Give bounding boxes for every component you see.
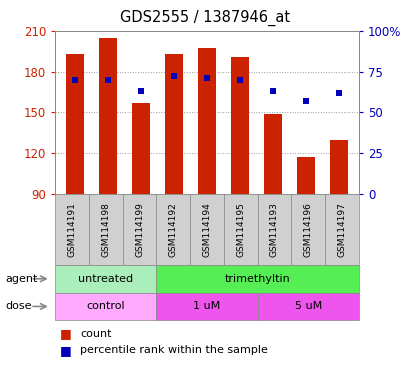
Bar xyxy=(156,293,257,320)
Bar xyxy=(291,194,324,265)
Text: 5 uM: 5 uM xyxy=(294,301,321,311)
Text: trimethyltin: trimethyltin xyxy=(224,274,290,284)
Text: GSM114196: GSM114196 xyxy=(303,202,312,257)
Text: dose: dose xyxy=(5,301,31,311)
Bar xyxy=(198,48,216,194)
Text: percentile rank within the sample: percentile rank within the sample xyxy=(80,345,267,355)
Text: GSM114195: GSM114195 xyxy=(236,202,245,257)
Text: GDS2555 / 1387946_at: GDS2555 / 1387946_at xyxy=(120,10,289,26)
Bar xyxy=(263,114,281,194)
Text: GSM114192: GSM114192 xyxy=(169,202,178,257)
Bar xyxy=(132,103,150,194)
Bar xyxy=(230,56,249,194)
Bar xyxy=(296,157,314,194)
Text: GSM114191: GSM114191 xyxy=(67,202,76,257)
Bar xyxy=(156,194,190,265)
Text: GSM114197: GSM114197 xyxy=(337,202,346,257)
Bar xyxy=(122,194,156,265)
Text: ■: ■ xyxy=(59,327,71,340)
Bar xyxy=(55,293,156,320)
Bar xyxy=(66,54,84,194)
Text: control: control xyxy=(86,301,125,311)
Bar xyxy=(257,293,358,320)
Text: GSM114199: GSM114199 xyxy=(135,202,144,257)
Text: 1 uM: 1 uM xyxy=(193,301,220,311)
Bar xyxy=(329,139,347,194)
Text: agent: agent xyxy=(5,274,37,284)
Bar xyxy=(89,194,122,265)
Bar xyxy=(324,194,358,265)
Bar xyxy=(223,194,257,265)
Bar xyxy=(190,194,223,265)
Bar xyxy=(55,265,156,293)
Bar xyxy=(99,38,117,194)
Text: count: count xyxy=(80,329,111,339)
Bar xyxy=(257,194,291,265)
Text: GSM114198: GSM114198 xyxy=(101,202,110,257)
Text: GSM114194: GSM114194 xyxy=(202,202,211,257)
Bar xyxy=(164,54,183,194)
Bar xyxy=(156,265,358,293)
Text: untreated: untreated xyxy=(78,274,133,284)
Bar xyxy=(55,194,89,265)
Text: ■: ■ xyxy=(59,344,71,357)
Text: GSM114193: GSM114193 xyxy=(269,202,278,257)
